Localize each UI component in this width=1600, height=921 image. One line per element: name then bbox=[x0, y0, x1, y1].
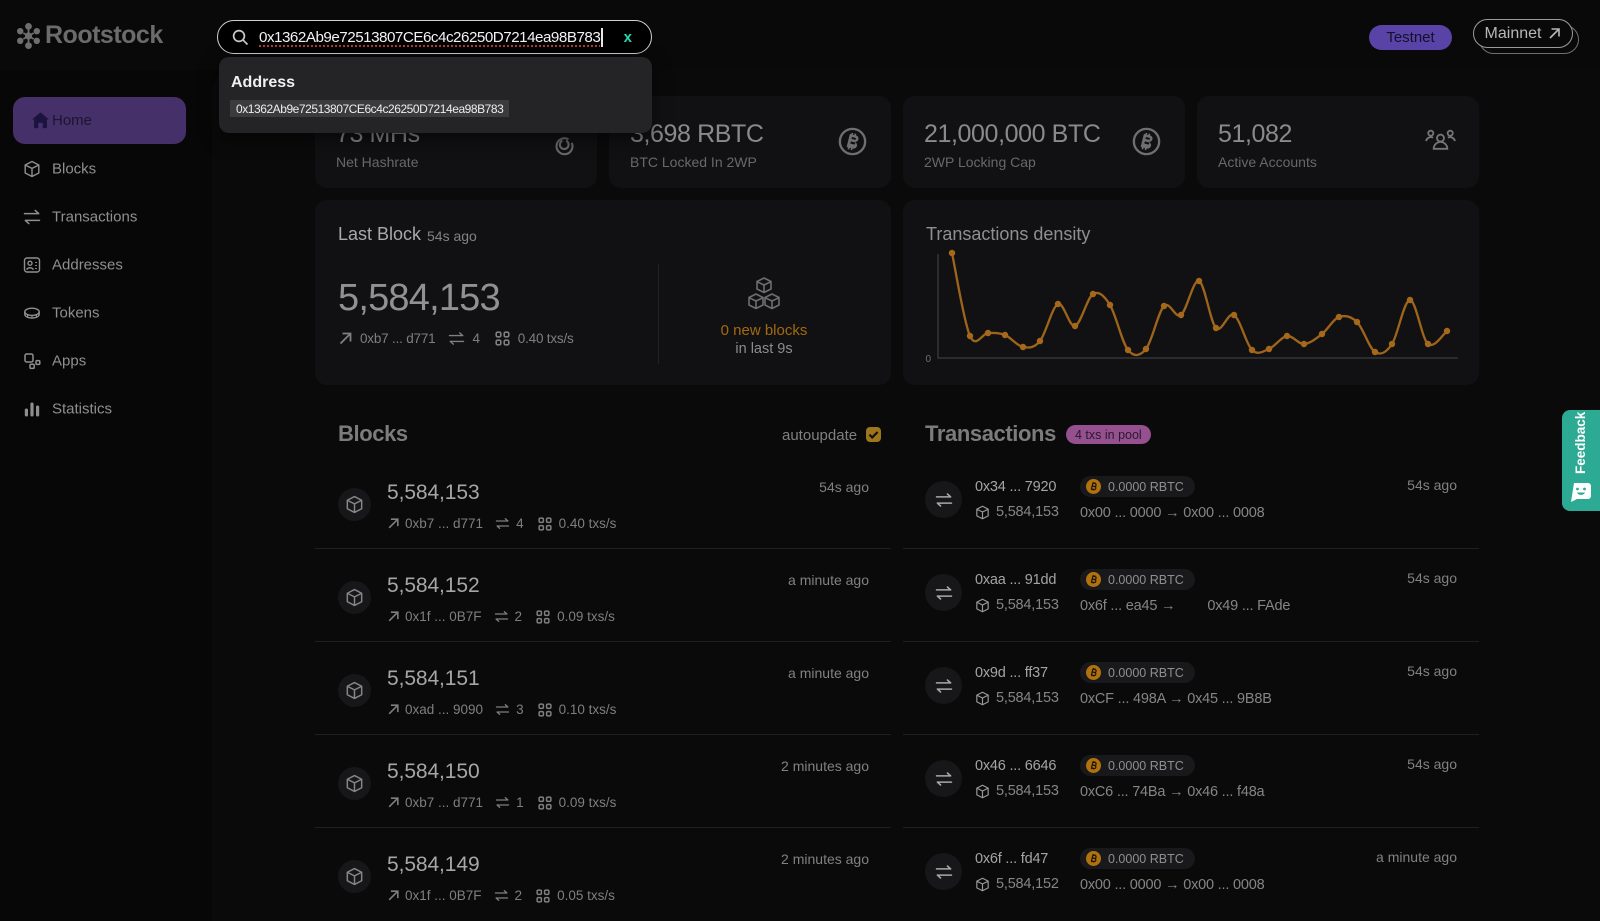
svg-text:0: 0 bbox=[925, 354, 931, 365]
